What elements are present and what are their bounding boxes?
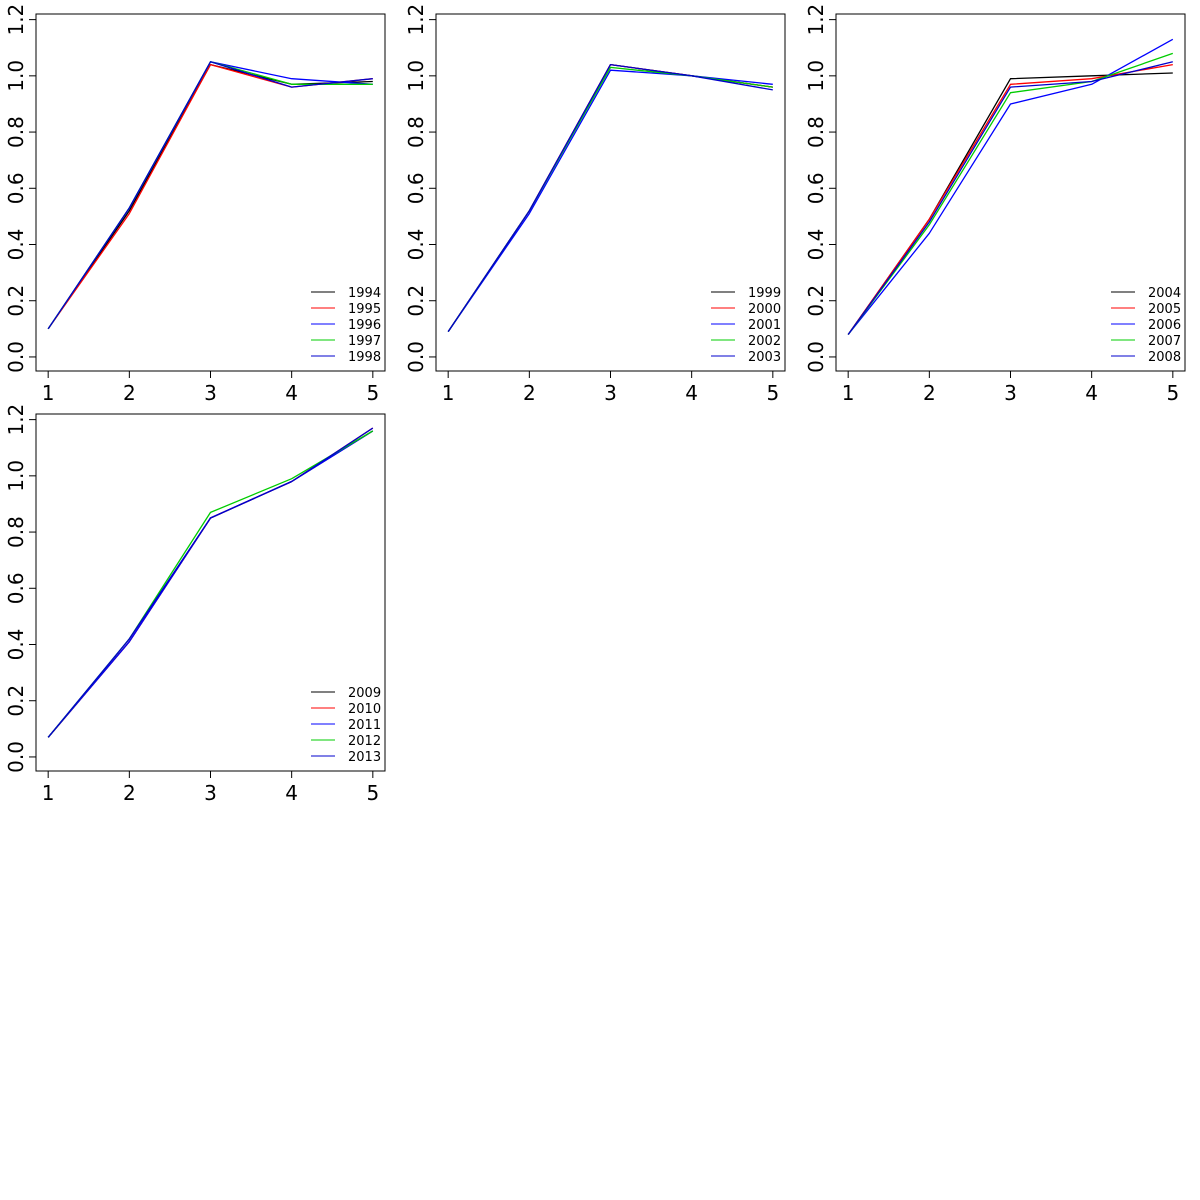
y-tick-label: 0.0 — [4, 741, 28, 773]
y-tick-label: 0.4 — [4, 229, 28, 261]
legend-label: 2009 — [348, 686, 381, 701]
legend-label: 2012 — [348, 734, 381, 749]
legend-label: 2007 — [1148, 334, 1181, 349]
y-tick-label: 0.8 — [804, 116, 828, 148]
y-tick-label: 0.4 — [404, 229, 428, 261]
y-tick-label: 1.2 — [4, 404, 28, 436]
y-tick-label: 0.2 — [4, 285, 28, 317]
legend-label: 2001 — [748, 318, 781, 333]
series-line-2008 — [847, 61, 1173, 335]
y-tick-label: 1.0 — [404, 60, 428, 92]
x-tick-label: 1 — [42, 381, 55, 405]
series-line-2009 — [47, 430, 374, 738]
legend-label: 2000 — [748, 302, 781, 317]
legend-label: 2008 — [1148, 350, 1181, 365]
x-tick-label: 3 — [604, 381, 617, 405]
series-line-2011 — [47, 430, 374, 738]
series-line-2006 — [847, 38, 1174, 335]
x-tick-label: 2 — [123, 381, 136, 405]
legend-label: 2010 — [348, 702, 381, 717]
series-line-2005 — [847, 63, 1173, 335]
y-tick-label: 0.6 — [4, 172, 28, 204]
x-tick-label: 4 — [685, 381, 698, 405]
series-line-2007 — [847, 52, 1174, 335]
legend-label: 1996 — [348, 318, 381, 333]
x-tick-label: 2 — [923, 381, 936, 405]
chart-panel-1: 1 2 3 4 50.00.20.40.60.81.01.219941995199619… — [4, 4, 386, 405]
series-line-2010 — [47, 427, 374, 738]
series-line-2012 — [47, 430, 374, 738]
y-tick-label: 0.4 — [4, 629, 28, 661]
series-line-1998 — [47, 61, 373, 330]
x-tick-label: 2 — [123, 781, 136, 805]
series-line-2003 — [447, 63, 773, 332]
legend-label: 1999 — [748, 286, 781, 301]
y-tick-label: 0.8 — [4, 516, 28, 548]
legend-label: 1995 — [348, 302, 381, 317]
y-tick-label: 0.2 — [804, 285, 828, 317]
legend-label: 2013 — [348, 750, 381, 765]
y-tick-label: 1.0 — [4, 60, 28, 92]
y-tick-label: 0.8 — [404, 116, 428, 148]
legend-label: 2002 — [748, 334, 781, 349]
chart-panel-4: 1 2 3 4 50.00.20.40.60.81.01.220092010201120… — [4, 404, 386, 805]
plot-frame — [35, 13, 386, 372]
plot-frame — [35, 413, 386, 772]
x-tick-label: 4 — [1085, 381, 1098, 405]
chart-panel-3: 1 2 3 4 50.00.20.40.60.81.01.220042005200620… — [804, 4, 1186, 405]
x-tick-label: 2 — [523, 381, 536, 405]
legend-label: 2005 — [1148, 302, 1181, 317]
y-tick-label: 0.6 — [804, 172, 828, 204]
y-tick-label: 1.0 — [4, 460, 28, 492]
series-line-2001 — [447, 69, 773, 332]
legend-label: 1998 — [348, 350, 381, 365]
legend-label: 2003 — [748, 350, 781, 365]
y-tick-label: 0.0 — [804, 341, 828, 373]
y-tick-label: 1.2 — [404, 4, 428, 36]
y-tick-label: 0.6 — [404, 172, 428, 204]
x-tick-label: 1 — [42, 781, 55, 805]
x-tick-label: 1 — [442, 381, 455, 405]
legend-label: 2011 — [348, 718, 381, 733]
series-line-1994 — [47, 63, 373, 330]
series-line-1996 — [47, 61, 373, 330]
chart-panel-2: 1 2 3 4 50.00.20.40.60.81.01.219992000200120… — [404, 4, 786, 405]
x-tick-label: 3 — [204, 781, 217, 805]
y-tick-label: 0.2 — [404, 285, 428, 317]
series-line-2013 — [47, 427, 374, 738]
legend-label: 2004 — [1148, 286, 1181, 301]
series-line-2004 — [847, 72, 1173, 335]
x-tick-label: 4 — [285, 781, 298, 805]
y-tick-label: 1.0 — [804, 60, 828, 92]
legend-label: 1994 — [348, 286, 381, 301]
legend-label: 2006 — [1148, 318, 1181, 333]
y-tick-label: 0.0 — [404, 341, 428, 373]
y-tick-label: 0.4 — [804, 229, 828, 261]
x-tick-label: 5 — [366, 381, 379, 405]
x-tick-label: 3 — [1004, 381, 1017, 405]
y-tick-label: 0.6 — [4, 572, 28, 604]
x-tick-label: 1 — [842, 381, 855, 405]
y-tick-label: 0.8 — [4, 116, 28, 148]
x-tick-label: 5 — [366, 781, 379, 805]
y-tick-label: 1.2 — [804, 4, 828, 36]
y-tick-label: 0.0 — [4, 341, 28, 373]
series-line-1995 — [47, 63, 373, 330]
x-tick-label: 4 — [285, 381, 298, 405]
series-line-1997 — [47, 61, 373, 330]
y-tick-label: 1.2 — [4, 4, 28, 36]
legend-label: 1997 — [348, 334, 381, 349]
x-tick-label: 5 — [1166, 381, 1179, 405]
x-tick-label: 3 — [204, 381, 217, 405]
x-tick-label: 5 — [766, 381, 779, 405]
y-tick-label: 0.2 — [4, 685, 28, 717]
